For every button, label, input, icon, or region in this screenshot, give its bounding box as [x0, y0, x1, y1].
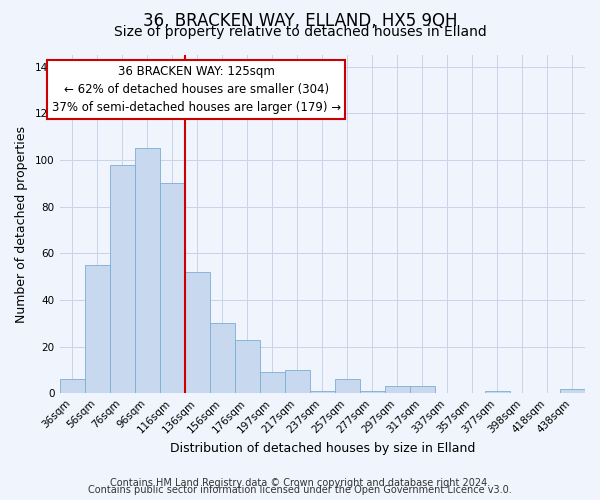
Bar [209, 324, 235, 394]
Bar [134, 148, 160, 394]
Bar [560, 388, 585, 394]
Bar [185, 272, 209, 394]
Bar [485, 391, 510, 394]
Text: Contains HM Land Registry data © Crown copyright and database right 2024.: Contains HM Land Registry data © Crown c… [110, 478, 490, 488]
Bar [360, 391, 385, 394]
Bar [285, 370, 310, 394]
Bar [260, 372, 285, 394]
Bar [85, 265, 110, 394]
Bar [410, 386, 435, 394]
Bar [385, 386, 410, 394]
Text: Size of property relative to detached houses in Elland: Size of property relative to detached ho… [113, 25, 487, 39]
Bar [310, 391, 335, 394]
Text: 36, BRACKEN WAY, ELLAND, HX5 9QH: 36, BRACKEN WAY, ELLAND, HX5 9QH [143, 12, 457, 30]
Bar [59, 380, 85, 394]
X-axis label: Distribution of detached houses by size in Elland: Distribution of detached houses by size … [170, 442, 475, 455]
Text: Contains public sector information licensed under the Open Government Licence v3: Contains public sector information licen… [88, 485, 512, 495]
Bar [160, 184, 185, 394]
Bar [335, 380, 360, 394]
Text: 36 BRACKEN WAY: 125sqm
← 62% of detached houses are smaller (304)
37% of semi-de: 36 BRACKEN WAY: 125sqm ← 62% of detached… [52, 65, 341, 114]
Bar [235, 340, 260, 394]
Y-axis label: Number of detached properties: Number of detached properties [15, 126, 28, 322]
Bar [110, 164, 134, 394]
